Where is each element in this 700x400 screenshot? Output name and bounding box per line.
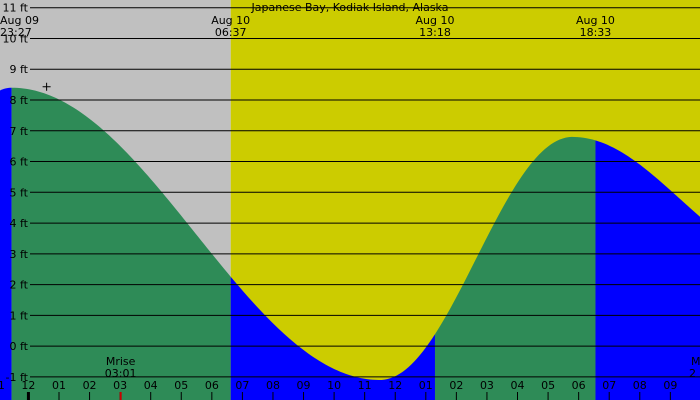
tide-area-segment	[11, 87, 231, 400]
y-tick-label: 11 ft	[3, 2, 29, 15]
hour-tick-label: 09	[297, 379, 311, 392]
moon-event-time: 2	[689, 367, 696, 380]
tide-fill-layer	[0, 87, 700, 400]
y-tick-label: 5 ft	[10, 186, 29, 199]
hour-tick-label: 06	[572, 379, 586, 392]
hour-tick-label: 12	[388, 379, 402, 392]
hour-tick-label: 10	[327, 379, 341, 392]
moonrise-label: Mrise	[106, 355, 136, 368]
y-tick-label: 8 ft	[10, 94, 29, 107]
solar-date-label: Aug 10	[576, 14, 615, 27]
hour-tick-label: 01	[52, 379, 66, 392]
solar-time-label: 13:18	[419, 26, 451, 39]
y-tick-label: 1 ft	[10, 309, 29, 322]
hour-tick-label: 02	[83, 379, 97, 392]
hour-tick-label: 12	[21, 379, 35, 392]
hour-tick-label: 08	[266, 379, 280, 392]
solar-date-label: Aug 10	[415, 14, 454, 27]
hour-tick-label: 06	[205, 379, 219, 392]
hour-tick-label: 11	[358, 379, 372, 392]
y-tick-label: 6 ft	[10, 156, 29, 169]
y-tick-label: -1 ft	[6, 371, 29, 384]
hour-tick-label: 09	[663, 379, 677, 392]
tide-area-segment	[595, 140, 700, 400]
hour-tick-label: 04	[511, 379, 525, 392]
gridline-layer	[26, 7, 700, 400]
solar-date-label: Aug 10	[211, 14, 250, 27]
solar-date-label: Aug 09	[0, 14, 39, 27]
solar-time-label: 23:27	[0, 26, 32, 39]
hour-tick-label: 07	[602, 379, 616, 392]
y-tick-label: 0 ft	[10, 340, 29, 353]
high-tide-marker	[42, 82, 51, 91]
y-tick-label: 7 ft	[10, 125, 29, 138]
tide-area-segment	[434, 136, 596, 400]
hour-tick-label: 04	[144, 379, 158, 392]
hour-tick-label: 01	[419, 379, 433, 392]
y-tick-label: 9 ft	[10, 63, 29, 76]
moon-event-label: M	[691, 355, 700, 368]
moonrise-time: 03:01	[105, 367, 137, 380]
hour-tick-label: 07	[235, 379, 249, 392]
y-tick-label: 3 ft	[10, 248, 29, 261]
solar-time-label: 18:33	[580, 26, 612, 39]
solar-time-label: 06:37	[215, 26, 247, 39]
hour-tick-label: 08	[633, 379, 647, 392]
hour-tick-label: 02	[449, 379, 463, 392]
chart-title: Japanese Bay, Kodiak Island, Alaska	[251, 1, 449, 14]
y-tick-label: 10 ft	[3, 32, 29, 45]
hour-tick-label: 05	[541, 379, 555, 392]
hour-tick-label: 05	[174, 379, 188, 392]
hour-tick-label: 11	[0, 379, 5, 392]
y-tick-label: 2 ft	[10, 279, 29, 292]
hour-tick-label: 03	[113, 379, 127, 392]
tide-area-segment	[230, 276, 435, 400]
y-tick-label: 4 ft	[10, 217, 29, 230]
tide-area-segment	[0, 87, 12, 400]
label-layer: Japanese Bay, Kodiak Island, Alaska 11 f…	[0, 1, 700, 392]
hour-tick-label: 03	[480, 379, 494, 392]
